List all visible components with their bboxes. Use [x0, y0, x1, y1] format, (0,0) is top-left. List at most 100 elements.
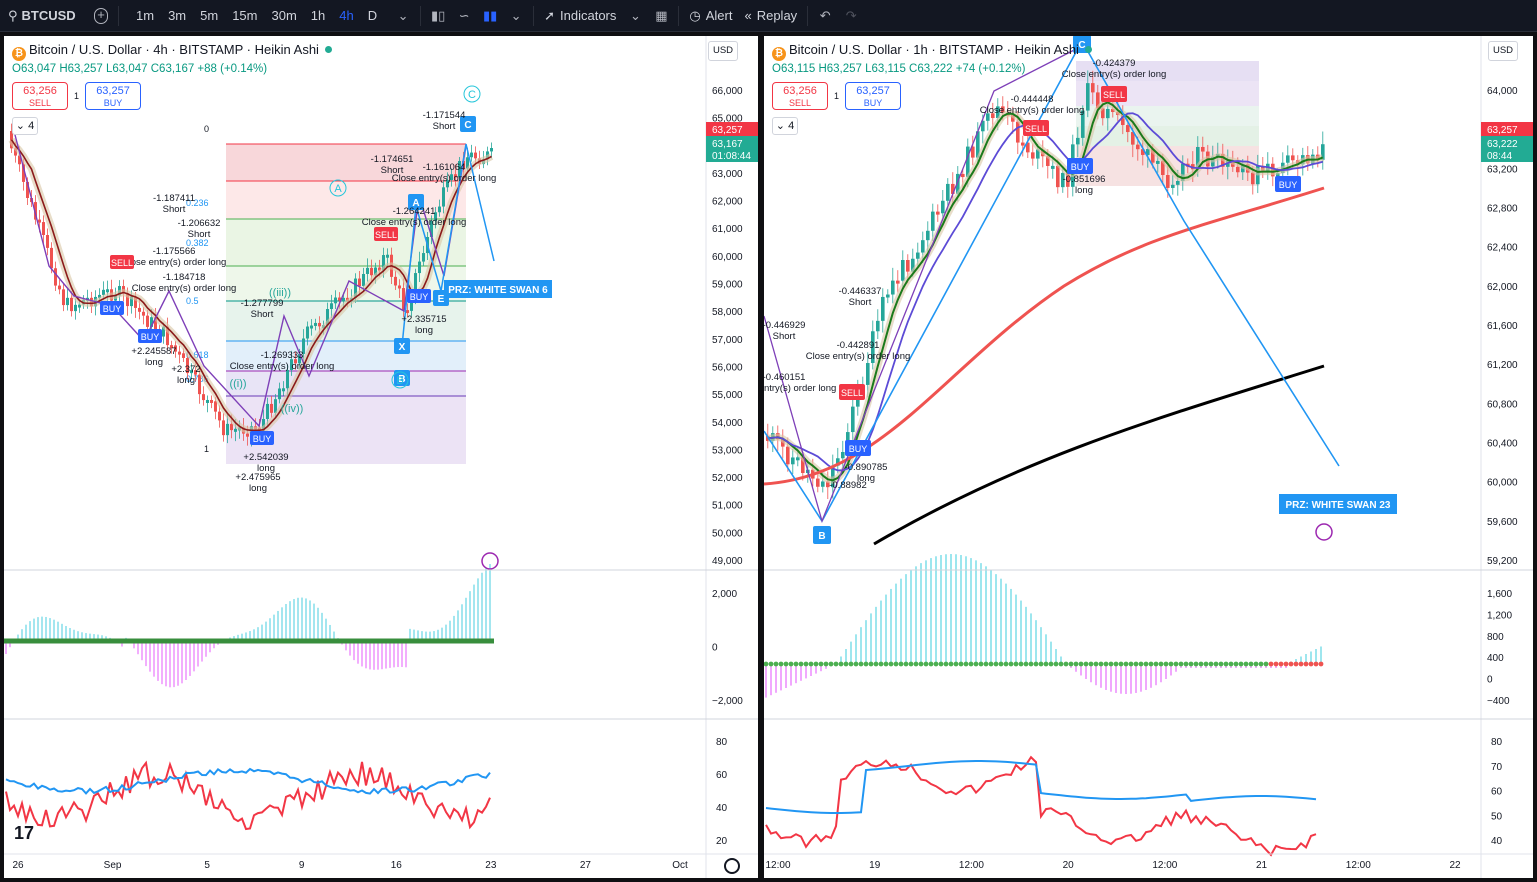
candle-body	[906, 260, 910, 272]
interval-dropdown-chevron[interactable]: ⌄	[390, 0, 416, 32]
indicator-collapse-button[interactable]: ⌄ 4	[772, 117, 798, 135]
pattern-point-badge	[813, 526, 831, 544]
price-tick-label: 66,000	[712, 86, 743, 97]
interval-group: 1m 3m 5m 15m 30m 1h 4h D	[123, 0, 390, 32]
candle-body	[1176, 181, 1180, 185]
currency-button[interactable]: USD	[1488, 41, 1518, 61]
lightning-icon	[1315, 523, 1333, 541]
strategy-annotation-value: -0.851696	[1063, 174, 1106, 185]
candle-body	[222, 420, 225, 436]
redo-button[interactable]: ↷	[838, 0, 864, 32]
candle-body	[826, 481, 830, 488]
date-tick-label: 12:00	[765, 860, 790, 871]
alert-label: Alert	[705, 8, 733, 23]
interval-30m[interactable]: 30m	[271, 8, 297, 23]
candle-body	[146, 315, 149, 327]
rsi-slow-line	[5, 767, 491, 795]
zero-dot	[1203, 661, 1209, 667]
candle-body	[10, 131, 13, 149]
compare-add-button[interactable]: +	[88, 0, 114, 32]
indicators-button[interactable]: ➚ Indicators	[538, 0, 622, 32]
candle-body	[871, 331, 875, 364]
strategy-annotation-label: long	[145, 357, 163, 368]
symbol-search[interactable]: ⚲ BTCUSD	[0, 0, 88, 32]
candle-body	[234, 428, 237, 432]
candles-icon: ▮▯	[430, 7, 446, 23]
sell-button[interactable]: 63,256 SELL	[772, 82, 828, 110]
rsi-tick-label: 40	[1491, 836, 1503, 847]
bars-style-button[interactable]: ▮▯	[425, 0, 451, 32]
buy-button[interactable]: 63,257 BUY	[845, 82, 902, 110]
candle-body	[801, 457, 805, 474]
interval-15m[interactable]: 15m	[232, 8, 258, 23]
indicator-collapse-button[interactable]: ⌄ 4	[12, 117, 38, 135]
candle-body	[1096, 92, 1100, 109]
undo-button[interactable]: ↶	[812, 0, 838, 32]
indicators-chevron[interactable]: ⌄	[622, 0, 648, 32]
candle-body	[386, 254, 389, 258]
chart-panel-left[interactable]: 0 0.236 0.382 0.5 0.618 0.786 1 X A B C E PRZ: WHITE…	[4, 36, 758, 878]
date-tick-label: 12:00	[1346, 860, 1371, 871]
zero-dot	[1258, 661, 1264, 667]
zero-dot	[808, 661, 814, 667]
candle-body	[214, 401, 217, 412]
rsi-fast-line	[765, 755, 1317, 857]
interval-D[interactable]: D	[367, 8, 378, 23]
chart-type-chevron[interactable]: ⌄	[503, 0, 529, 32]
candle-body	[150, 317, 153, 327]
zero-dot	[968, 661, 974, 667]
strategy-annotation-value: +2.542039	[243, 452, 288, 463]
zero-dot	[843, 661, 849, 667]
interval-1m[interactable]: 1m	[136, 8, 155, 23]
candle-body	[430, 220, 433, 237]
candle-body	[446, 180, 449, 188]
rsi-slow-line	[765, 760, 1317, 814]
strategy-annotation-label: long	[257, 463, 275, 474]
layout-button[interactable]: ▦	[648, 0, 674, 32]
strategy-annotation-label: Close entry(s) order long	[980, 105, 1085, 116]
interval-1h[interactable]: 1h	[310, 8, 326, 23]
sell-button[interactable]: 63,256 SELL	[12, 82, 68, 110]
candle-body	[202, 394, 205, 401]
zero-dot	[973, 661, 979, 667]
signal-badge	[1275, 176, 1301, 192]
interval-5m[interactable]: 5m	[200, 8, 219, 23]
oscillator-tick-label: 1,600	[1487, 589, 1512, 600]
candle-body	[406, 310, 409, 314]
candle-body	[1106, 108, 1110, 119]
candle-body	[434, 212, 437, 221]
interval-3m[interactable]: 3m	[168, 8, 187, 23]
zero-dot	[1028, 661, 1034, 667]
zero-dot	[1113, 661, 1119, 667]
currency-button[interactable]: USD	[708, 41, 738, 61]
zero-dot	[813, 661, 819, 667]
line-style-button[interactable]: ∽	[451, 0, 477, 32]
indicator-count: 4	[28, 120, 35, 132]
gear-icon[interactable]	[724, 858, 740, 874]
interval-4h[interactable]: 4h	[339, 8, 354, 23]
alert-button[interactable]: ◷ Alert	[683, 0, 738, 32]
candle-body	[458, 161, 461, 178]
zero-dot	[1108, 661, 1114, 667]
chart-panel-right[interactable]: B C PRZ: WHITE SWAN 23 -0.446929 Short -0.446…	[764, 36, 1533, 878]
replay-button[interactable]: « Replay	[738, 0, 803, 32]
wave-label: ((iii))	[269, 287, 291, 299]
candle-body	[1021, 142, 1025, 146]
candle-body	[154, 317, 157, 330]
zero-dot	[878, 661, 884, 667]
candle-body	[262, 418, 265, 431]
zero-dot	[1023, 661, 1029, 667]
strategy-annotation-label: long	[415, 325, 433, 336]
date-tick-label: 26	[12, 860, 24, 871]
candle-body	[981, 120, 985, 132]
strategy-annotation-label: long	[249, 483, 267, 494]
heikin-ashi-button[interactable]: ▮▮	[477, 0, 503, 32]
strategy-annotation-value: -0.890785	[845, 462, 888, 473]
zero-dot	[1148, 661, 1154, 667]
zero-dot	[1198, 661, 1204, 667]
zero-dot	[1313, 661, 1319, 667]
buy-button[interactable]: 63,257 BUY	[85, 82, 142, 110]
strategy-annotation-value: -1.161064	[423, 162, 466, 173]
